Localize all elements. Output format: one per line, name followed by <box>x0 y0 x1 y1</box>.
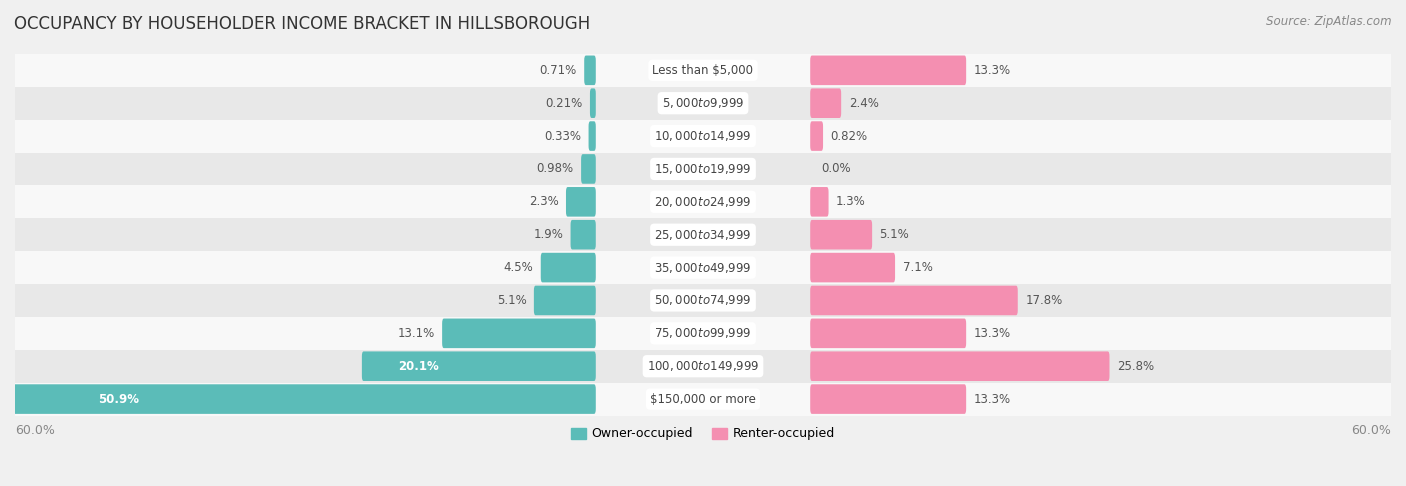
Text: 13.3%: 13.3% <box>973 393 1011 406</box>
FancyBboxPatch shape <box>810 384 966 414</box>
Text: Less than $5,000: Less than $5,000 <box>652 64 754 77</box>
Text: 2.3%: 2.3% <box>529 195 558 208</box>
Text: 20.1%: 20.1% <box>398 360 439 373</box>
Text: 17.8%: 17.8% <box>1025 294 1063 307</box>
Text: $100,000 to $149,999: $100,000 to $149,999 <box>647 359 759 373</box>
Text: 0.82%: 0.82% <box>831 130 868 142</box>
FancyBboxPatch shape <box>810 286 1018 315</box>
Text: 0.71%: 0.71% <box>540 64 576 77</box>
Bar <box>15 120 1391 153</box>
Text: $5,000 to $9,999: $5,000 to $9,999 <box>662 96 744 110</box>
FancyBboxPatch shape <box>810 88 841 118</box>
Text: 13.1%: 13.1% <box>398 327 434 340</box>
Bar <box>15 251 1391 284</box>
FancyBboxPatch shape <box>810 318 966 348</box>
FancyBboxPatch shape <box>810 187 828 217</box>
FancyBboxPatch shape <box>8 384 596 414</box>
FancyBboxPatch shape <box>810 122 823 151</box>
Text: 0.0%: 0.0% <box>821 162 851 175</box>
FancyBboxPatch shape <box>534 286 596 315</box>
Legend: Owner-occupied, Renter-occupied: Owner-occupied, Renter-occupied <box>565 422 841 446</box>
Text: 60.0%: 60.0% <box>1351 424 1391 437</box>
Bar <box>15 153 1391 185</box>
Text: 13.3%: 13.3% <box>973 327 1011 340</box>
Text: $150,000 or more: $150,000 or more <box>650 393 756 406</box>
Text: 13.3%: 13.3% <box>973 64 1011 77</box>
Text: Source: ZipAtlas.com: Source: ZipAtlas.com <box>1267 15 1392 28</box>
Text: 0.21%: 0.21% <box>546 97 582 110</box>
FancyBboxPatch shape <box>810 55 966 85</box>
Text: 4.5%: 4.5% <box>503 261 533 274</box>
FancyBboxPatch shape <box>361 351 596 381</box>
Text: $20,000 to $24,999: $20,000 to $24,999 <box>654 195 752 209</box>
Text: $75,000 to $99,999: $75,000 to $99,999 <box>654 326 752 340</box>
Bar <box>15 218 1391 251</box>
Bar <box>15 382 1391 416</box>
Text: 0.98%: 0.98% <box>537 162 574 175</box>
Text: 5.1%: 5.1% <box>880 228 910 241</box>
FancyBboxPatch shape <box>581 154 596 184</box>
Text: $35,000 to $49,999: $35,000 to $49,999 <box>654 260 752 275</box>
FancyBboxPatch shape <box>810 220 872 249</box>
Bar <box>15 185 1391 218</box>
FancyBboxPatch shape <box>567 187 596 217</box>
FancyBboxPatch shape <box>585 55 596 85</box>
Text: 2.4%: 2.4% <box>849 97 879 110</box>
Bar <box>15 317 1391 350</box>
Text: 5.1%: 5.1% <box>496 294 526 307</box>
Text: $25,000 to $34,999: $25,000 to $34,999 <box>654 228 752 242</box>
Text: $10,000 to $14,999: $10,000 to $14,999 <box>654 129 752 143</box>
FancyBboxPatch shape <box>541 253 596 282</box>
FancyBboxPatch shape <box>571 220 596 249</box>
Text: 0.33%: 0.33% <box>544 130 581 142</box>
Bar <box>15 284 1391 317</box>
Bar <box>15 54 1391 87</box>
Text: 25.8%: 25.8% <box>1116 360 1154 373</box>
Bar <box>15 87 1391 120</box>
Bar <box>15 350 1391 382</box>
Text: $50,000 to $74,999: $50,000 to $74,999 <box>654 294 752 308</box>
Text: 1.3%: 1.3% <box>837 195 866 208</box>
Text: $15,000 to $19,999: $15,000 to $19,999 <box>654 162 752 176</box>
FancyBboxPatch shape <box>441 318 596 348</box>
FancyBboxPatch shape <box>589 122 596 151</box>
FancyBboxPatch shape <box>591 88 596 118</box>
Text: OCCUPANCY BY HOUSEHOLDER INCOME BRACKET IN HILLSBOROUGH: OCCUPANCY BY HOUSEHOLDER INCOME BRACKET … <box>14 15 591 33</box>
Text: 50.9%: 50.9% <box>98 393 139 406</box>
Text: 60.0%: 60.0% <box>15 424 55 437</box>
Text: 7.1%: 7.1% <box>903 261 932 274</box>
FancyBboxPatch shape <box>810 253 896 282</box>
FancyBboxPatch shape <box>810 351 1109 381</box>
Text: 1.9%: 1.9% <box>533 228 564 241</box>
